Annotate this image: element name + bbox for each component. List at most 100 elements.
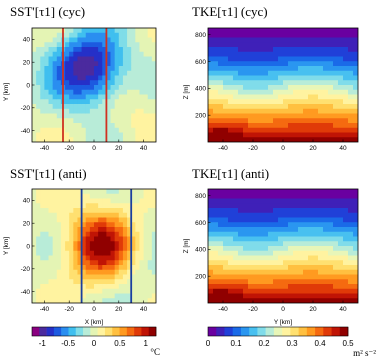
heat-cell bbox=[73, 246, 78, 252]
heat-cell bbox=[36, 137, 41, 142]
heat-cell bbox=[353, 66, 358, 72]
heat-cell bbox=[143, 274, 149, 280]
heat-cell bbox=[110, 241, 116, 247]
heat-cell bbox=[208, 222, 214, 228]
heat-cell bbox=[94, 89, 99, 95]
heat-cell bbox=[238, 288, 244, 294]
heat-cell bbox=[243, 284, 249, 290]
heat-cell bbox=[348, 222, 354, 228]
heat-cell bbox=[248, 42, 254, 48]
heat-cell bbox=[353, 241, 358, 247]
heat-cell bbox=[44, 51, 49, 57]
heat-cell bbox=[283, 231, 289, 237]
heat-cell bbox=[228, 293, 234, 299]
colorbar-swatch bbox=[257, 327, 266, 336]
heat-cell bbox=[278, 61, 284, 67]
heat-cell bbox=[273, 32, 279, 38]
heat-cell bbox=[213, 85, 219, 91]
heat-cell bbox=[110, 94, 116, 100]
heat-cell bbox=[223, 56, 229, 62]
heat-cell bbox=[102, 279, 107, 285]
heat-cell bbox=[94, 80, 99, 86]
heat-cell bbox=[102, 108, 107, 114]
heat-cell bbox=[288, 222, 294, 228]
heat-cell bbox=[102, 212, 107, 218]
heat-cell bbox=[32, 246, 37, 252]
heat-cell bbox=[218, 61, 224, 67]
heat-cell bbox=[40, 198, 45, 204]
heat-cell bbox=[60, 250, 66, 256]
heat-cell bbox=[48, 127, 54, 133]
heat-cell bbox=[288, 104, 294, 110]
heat-cell bbox=[81, 284, 87, 290]
tick-label: -20 bbox=[21, 266, 31, 273]
heat-cell bbox=[313, 123, 319, 129]
heat-cell bbox=[151, 227, 156, 233]
heat-cell bbox=[65, 246, 70, 252]
heat-cell bbox=[52, 132, 58, 138]
heat-cell bbox=[308, 127, 314, 133]
heat-cell bbox=[348, 113, 354, 119]
heat-cell bbox=[56, 246, 62, 252]
heat-cell bbox=[253, 241, 259, 247]
heat-cell bbox=[253, 212, 259, 218]
heat-cell bbox=[218, 66, 224, 72]
heat-cell bbox=[139, 113, 144, 119]
heat-cell bbox=[89, 222, 95, 228]
heat-cell bbox=[288, 28, 294, 34]
heat-cell bbox=[143, 37, 149, 43]
heat-cell bbox=[323, 32, 329, 38]
heat-cell bbox=[208, 217, 214, 223]
heat-cell bbox=[353, 284, 358, 290]
heat-cell bbox=[298, 75, 304, 81]
heat-cell bbox=[333, 85, 339, 91]
heat-cell bbox=[65, 269, 70, 275]
heat-cell bbox=[147, 284, 153, 290]
heat-cell bbox=[118, 203, 124, 209]
heat-cell bbox=[40, 217, 45, 223]
heat-cell bbox=[333, 132, 339, 138]
heat-cell bbox=[248, 118, 254, 124]
heat-cell bbox=[118, 193, 124, 199]
colorbar-swatch bbox=[68, 327, 77, 336]
heat-cell bbox=[288, 241, 294, 247]
heat-cell bbox=[65, 231, 70, 237]
heat-cell bbox=[77, 80, 82, 86]
heat-cell bbox=[283, 118, 289, 124]
heat-cell bbox=[353, 75, 358, 81]
heat-cell bbox=[102, 217, 107, 223]
heat-cell bbox=[218, 132, 224, 138]
heat-cell bbox=[293, 217, 299, 223]
heat-cell bbox=[268, 80, 274, 86]
heat-cell bbox=[65, 208, 70, 214]
heat-cell bbox=[283, 298, 289, 303]
heat-cell bbox=[283, 288, 289, 294]
heat-cell bbox=[338, 269, 344, 275]
heat-cell bbox=[318, 137, 324, 142]
heat-cell bbox=[143, 70, 149, 76]
heat-cell bbox=[110, 193, 116, 199]
heat-cell bbox=[288, 94, 294, 100]
heat-cell bbox=[223, 293, 229, 299]
heat-cell bbox=[273, 104, 279, 110]
heat-cell bbox=[293, 269, 299, 275]
heat-cell bbox=[94, 118, 99, 124]
heat-cell bbox=[348, 118, 354, 124]
heat-cell bbox=[323, 66, 329, 72]
heat-cell bbox=[293, 212, 299, 218]
heat-cell bbox=[353, 246, 358, 252]
heat-cell bbox=[73, 298, 78, 303]
heat-cell bbox=[293, 42, 299, 48]
heat-cell bbox=[278, 298, 284, 303]
heat-cell bbox=[258, 193, 264, 199]
heat-cell bbox=[328, 212, 334, 218]
heat-cell bbox=[308, 227, 314, 233]
tick-label: -40 bbox=[21, 128, 31, 135]
heat-cell bbox=[40, 118, 45, 124]
heat-cell bbox=[213, 241, 219, 247]
heat-cell bbox=[263, 227, 269, 233]
heat-cell bbox=[98, 274, 103, 280]
heat-cell bbox=[48, 293, 54, 299]
heat-cell bbox=[308, 260, 314, 266]
heat-cell bbox=[233, 42, 239, 48]
